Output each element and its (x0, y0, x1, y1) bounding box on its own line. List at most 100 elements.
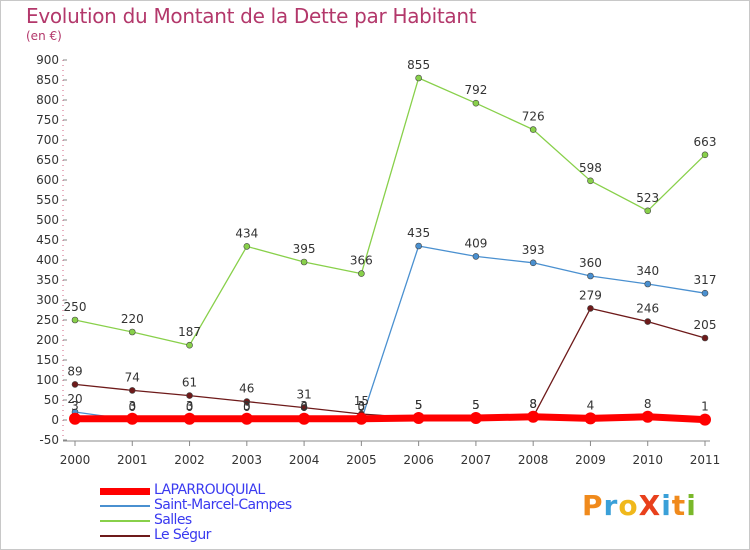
legend-swatch (100, 520, 150, 522)
data-point (472, 99, 480, 107)
data-point (128, 387, 136, 394)
series-line-salles (74, 77, 706, 346)
data-label: 1 (701, 400, 709, 414)
x-tick-label: 2005 (346, 453, 377, 467)
x-tick-label: 2007 (461, 453, 492, 467)
data-point (644, 318, 652, 325)
data-label: 89 (67, 364, 82, 378)
data-point (701, 151, 709, 159)
y-tick-label: 300 (36, 293, 59, 307)
x-tick-label: 2009 (575, 453, 606, 467)
x-tick-label: 2008 (518, 453, 549, 467)
logo-letter: X (638, 489, 662, 522)
data-point (355, 412, 368, 425)
data-point (71, 316, 79, 324)
y-tick-label: 800 (36, 93, 59, 107)
data-point (415, 242, 422, 250)
y-tick-label: 50 (44, 393, 59, 407)
x-tick-label: 2001 (117, 453, 148, 467)
data-point (529, 259, 537, 267)
data-point (300, 404, 308, 411)
data-point (243, 243, 251, 250)
y-tick-label: 650 (36, 153, 59, 167)
data-label: 15 (354, 394, 369, 408)
data-point (243, 398, 251, 405)
data-label: 3 (358, 399, 366, 413)
y-tick-label: 150 (36, 353, 59, 367)
logo-letter: i (661, 489, 672, 522)
data-point (240, 412, 253, 425)
data-label: 5 (472, 398, 480, 412)
logo-letter: o (618, 489, 639, 522)
y-tick-label: 700 (36, 133, 59, 147)
data-point (298, 412, 311, 425)
x-tick-label: 2003 (232, 453, 263, 467)
data-label: 0 (128, 400, 136, 414)
data-label: 3 (300, 399, 308, 413)
x-tick-label: 2000 (60, 453, 91, 467)
data-label: 395 (293, 242, 316, 256)
data-label: 523 (636, 191, 659, 205)
y-tick-label: 500 (36, 213, 59, 227)
data-label: 0 (243, 400, 251, 414)
y-tick-label: 450 (36, 233, 59, 247)
data-point (128, 328, 136, 336)
data-label: 3 (186, 399, 194, 413)
data-label: 3 (243, 399, 251, 413)
y-tick-label: 850 (36, 73, 59, 87)
data-point (469, 412, 482, 424)
data-label: 435 (407, 226, 430, 240)
data-label: 3 (71, 399, 79, 413)
series-line-le ségur (74, 307, 706, 419)
legend-swatch (100, 487, 150, 495)
data-label: 250 (64, 300, 87, 314)
data-point (126, 412, 139, 425)
data-label: 61 (182, 376, 197, 390)
x-tick-label: 2004 (289, 453, 320, 467)
y-tick-label: 900 (36, 53, 59, 67)
data-label: 74 (125, 370, 140, 384)
data-point (186, 341, 193, 349)
data-point (415, 74, 422, 82)
data-point (300, 258, 308, 266)
data-label: 8 (529, 397, 537, 411)
data-point (701, 289, 709, 297)
data-point (584, 412, 597, 425)
data-point (527, 410, 540, 423)
y-tick-label: 200 (36, 333, 59, 347)
data-point (644, 207, 652, 215)
y-tick-label: 100 (36, 373, 59, 387)
x-tick-label: 2006 (403, 453, 434, 467)
y-tick-label: 250 (36, 313, 59, 327)
data-label: 187 (178, 325, 201, 339)
data-label: 393 (522, 243, 545, 257)
y-tick-label: 0 (51, 413, 59, 427)
data-label: 726 (522, 110, 545, 124)
legend-swatch (100, 505, 150, 507)
data-label: 46 (239, 382, 254, 396)
data-label: 4 (587, 398, 595, 412)
series-line-laparrouquial (71, 413, 709, 424)
proxiti-logo: ProXiti (582, 489, 697, 522)
data-label: 317 (694, 273, 717, 287)
legend-label: Saint-Marcel-Campes (154, 497, 292, 513)
data-label: 0 (186, 400, 194, 414)
legend-label: Le Ségur (154, 527, 211, 543)
data-label: 360 (579, 256, 602, 270)
data-point (587, 272, 594, 280)
data-label: 20 (67, 392, 82, 406)
data-point (529, 126, 537, 133)
data-point (641, 410, 654, 423)
data-label: 598 (579, 161, 602, 175)
data-label: 0 (300, 400, 308, 414)
logo-letter: t (671, 489, 687, 522)
data-point (587, 177, 594, 185)
legend-label: Salles (154, 512, 192, 528)
data-label: 220 (121, 312, 144, 326)
x-tick-label: 2011 (690, 453, 721, 467)
data-label: 366 (350, 254, 373, 268)
data-point (587, 305, 594, 312)
data-point (699, 413, 711, 426)
data-label: 434 (235, 226, 258, 240)
